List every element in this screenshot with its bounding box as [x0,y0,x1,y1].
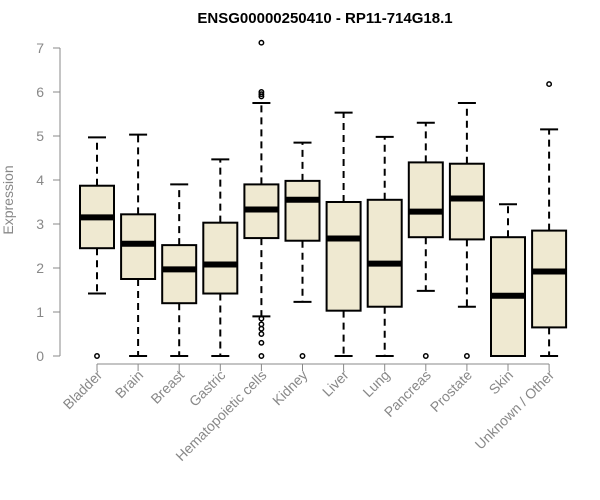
boxes-group [79,39,568,359]
box-prostate [448,102,485,359]
box-unknown-other [531,81,568,357]
y-tick-label: 1 [36,304,44,320]
outlier-point [258,91,265,98]
y-tick-label: 3 [36,216,44,232]
outlier-point [258,93,265,100]
box-bladder [79,136,115,359]
x-tick-label: Skin [486,367,517,398]
box-iqr [448,162,485,241]
box-iqr [161,244,198,305]
y-tick-label: 0 [36,348,44,364]
chart-title: ENSG00000250410 - RP11-714G18.1 [197,10,452,27]
box-iqr [284,179,321,242]
outlier-point [422,353,429,359]
box-iqr [366,198,403,308]
box-breast [161,183,198,357]
outlier-point [258,353,265,359]
x-tick-label: Kidney [269,367,311,409]
box-skin [490,203,526,357]
y-axis: 0 1 2 3 4 5 6 7 [36,40,61,364]
y-tick-label: 4 [36,172,44,188]
y-axis-label: Expression [0,165,16,234]
outlier-point [94,353,100,359]
outlier-point [463,353,470,359]
outlier-point [299,353,306,359]
box-gastric [202,158,239,357]
box-hematopoietic-cells [243,39,280,359]
x-tick-label: Lung [359,367,392,400]
box-liver [325,111,362,357]
y-tick-label: 7 [36,40,44,56]
outlier-point [258,39,265,46]
x-tick-label: Breast [147,367,187,407]
y-tick-label: 6 [36,84,44,100]
box-iqr [325,201,362,312]
x-tick-label: Liver [319,367,352,400]
box-brain [120,133,157,357]
box-iqr [531,229,568,329]
box-pancreas [407,121,444,359]
outlier-point [258,339,265,346]
y-tick-label: 5 [36,128,44,144]
box-iqr [202,221,239,295]
outlier-point [258,331,265,337]
outlier-point [258,315,265,322]
x-tick-label: Prostate [427,367,475,415]
box-kidney [284,141,321,359]
outlier-point [546,81,553,88]
outlier-point [258,325,265,332]
box-lung [366,135,403,357]
x-tick-label: Brain [112,367,146,401]
x-tick-label: Bladder [60,367,106,413]
box-iqr [407,161,444,239]
y-tick-label: 2 [36,260,44,276]
